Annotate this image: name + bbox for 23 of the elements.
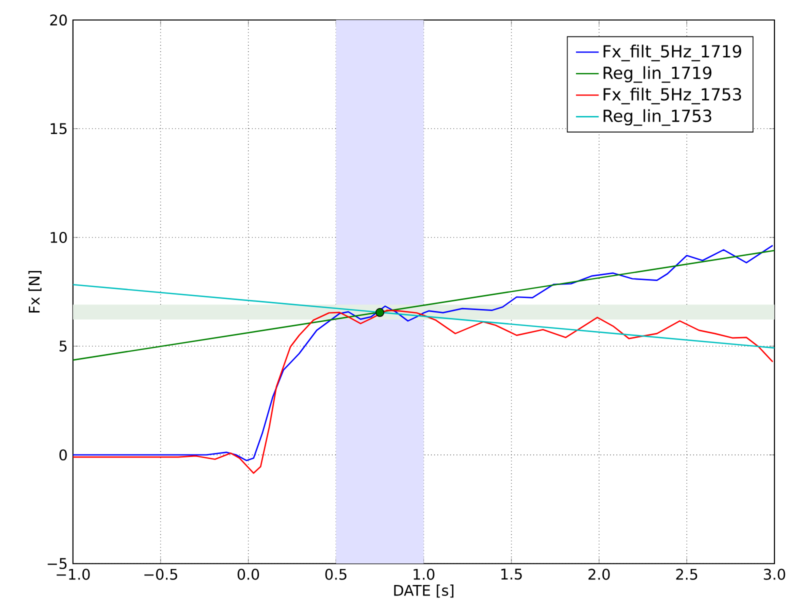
y-tick-label: 15 bbox=[50, 123, 67, 134]
x-tick-label: −1.0 bbox=[56, 568, 90, 580]
legend-label: Fx_filt_5Hz_1719 bbox=[604, 44, 742, 62]
x-tick-label: −0.5 bbox=[144, 568, 178, 580]
legend-label: Fx_filt_5Hz_1753 bbox=[604, 88, 742, 105]
x-tick-label: 0.5 bbox=[325, 568, 346, 580]
y-tick-label: 10 bbox=[50, 232, 67, 244]
x-tick-label: 2.5 bbox=[676, 568, 698, 580]
legend-label: Reg_lin_1753 bbox=[604, 109, 712, 126]
legend-label: Reg_lin_1719 bbox=[604, 66, 712, 83]
y-tick-label: 0 bbox=[59, 450, 67, 461]
x-tick-label: 3.0 bbox=[764, 568, 786, 580]
line-series bbox=[72, 245, 774, 462]
x-axis-title: DATE [s] bbox=[394, 584, 454, 598]
y-tick-label: 5 bbox=[60, 340, 67, 352]
y-tick-label: 20 bbox=[50, 14, 67, 26]
line-series bbox=[72, 310, 774, 474]
y-tick-label: −5 bbox=[48, 558, 67, 570]
x-tick-label: 0.0 bbox=[238, 568, 259, 580]
x-tick-label: 2.0 bbox=[588, 568, 610, 580]
y-axis-title: Fx [N] bbox=[28, 271, 42, 313]
x-tick-label: 1.0 bbox=[414, 568, 434, 580]
x-tick-label: 1.5 bbox=[501, 568, 522, 580]
